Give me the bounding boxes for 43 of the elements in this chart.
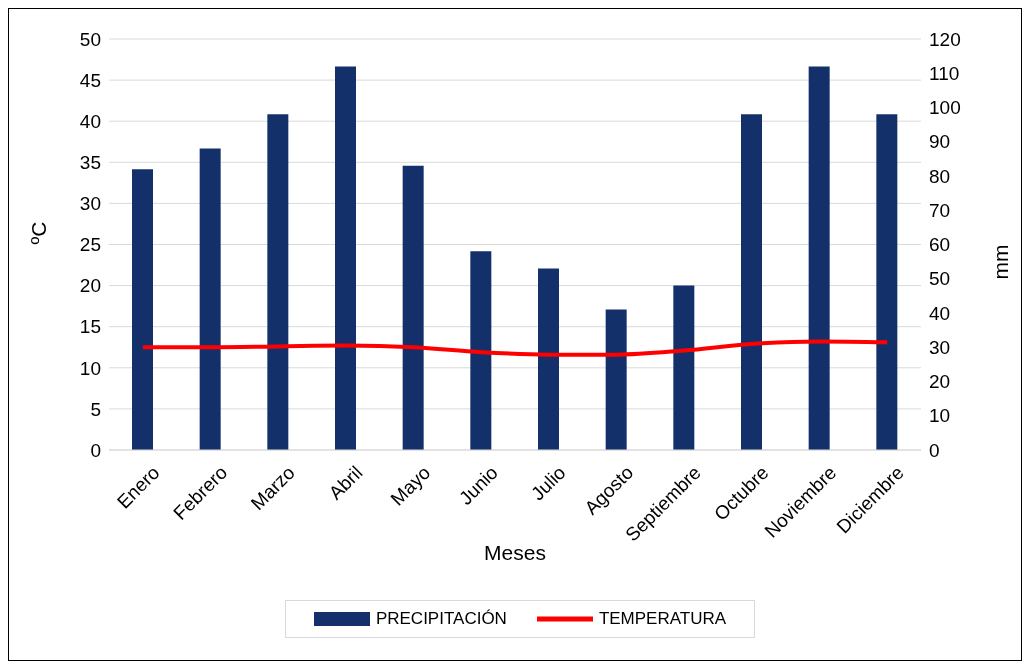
- y-tick-label: 45: [79, 69, 101, 91]
- bar: [741, 114, 762, 450]
- y2-tick-label: 50: [929, 268, 951, 290]
- y2-tick-label: 70: [929, 199, 951, 221]
- bar: [267, 114, 289, 450]
- bar: [402, 165, 424, 450]
- y2-tick-label: 0: [929, 439, 940, 461]
- bar: [808, 66, 830, 450]
- line-series: [140, 339, 890, 357]
- bar: [876, 114, 898, 450]
- y-axis-title: ºC: [27, 221, 51, 245]
- y2-axis-title: mm: [989, 244, 1013, 280]
- x-axis-title: Meses: [484, 541, 546, 564]
- y2-tick-label: 80: [929, 165, 951, 187]
- bar: [199, 148, 221, 450]
- y-tick-label: 50: [79, 28, 101, 50]
- y-tick-label: 5: [90, 398, 101, 420]
- y2-tick-label: 90: [929, 131, 951, 153]
- y-tick-label: 0: [90, 439, 101, 461]
- y-tick-label: 15: [79, 316, 101, 338]
- bar: [470, 251, 492, 450]
- y-tick-label: 25: [79, 234, 101, 256]
- y-tick-label: 35: [79, 152, 101, 174]
- x-tick-label: Julio: [527, 461, 570, 505]
- y2-tick-label: 40: [929, 302, 951, 324]
- bar: [605, 309, 627, 450]
- y2-tick-label: 20: [929, 371, 951, 393]
- legend-label: TEMPERATURA: [597, 609, 727, 629]
- y2-tick-label: 120: [929, 28, 961, 50]
- y2-tick-label: 110: [929, 63, 960, 84]
- bar: [132, 169, 153, 450]
- bar: [673, 285, 695, 450]
- bar: [538, 268, 559, 450]
- bar: [335, 66, 356, 450]
- y2-tick-label: 100: [929, 97, 961, 119]
- y-tick-label: 20: [79, 275, 101, 297]
- y-tick-label: 10: [79, 357, 101, 379]
- y2-tick-label: 60: [929, 234, 951, 256]
- y2-tick-label: 10: [929, 405, 951, 427]
- y-tick-label: 40: [79, 110, 101, 132]
- y2-tick-label: 30: [929, 336, 951, 358]
- y-tick-label: 30: [79, 193, 101, 215]
- legend-label: PRECIPITACIÓN: [374, 609, 507, 629]
